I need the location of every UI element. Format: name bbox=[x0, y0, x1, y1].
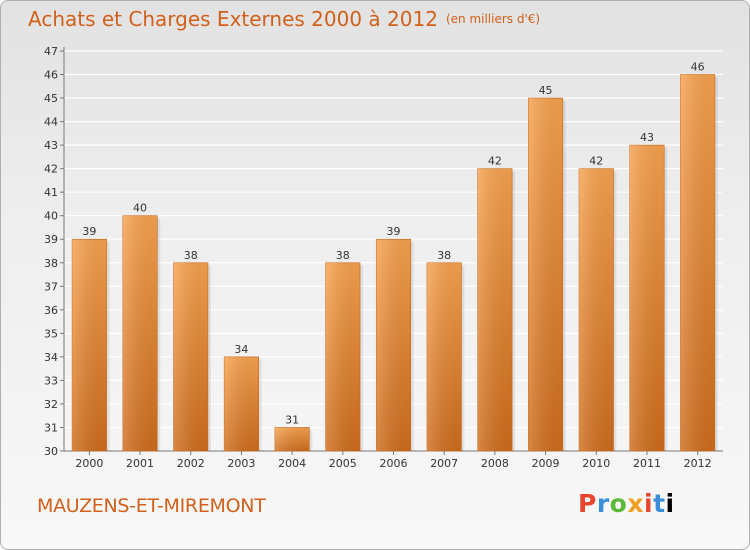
data-labels: 39 40 38 34 31 38 39 38 42 45 42 43 46 bbox=[82, 61, 704, 427]
y-tick-label: 34 bbox=[44, 351, 58, 364]
y-tick-label: 46 bbox=[44, 69, 58, 82]
bar-shine bbox=[376, 239, 411, 451]
chart-unit: (en milliers d'€) bbox=[445, 12, 541, 26]
y-tick-label: 35 bbox=[44, 327, 58, 340]
y-tick-label: 40 bbox=[44, 210, 58, 223]
y-tick-label: 44 bbox=[44, 116, 58, 129]
proxiti-logo[interactable]: Proxiti bbox=[578, 489, 675, 518]
bars bbox=[71, 74, 718, 452]
y-tick-label: 30 bbox=[44, 445, 58, 458]
x-tick-label: 2007 bbox=[430, 457, 458, 470]
data-label: 42 bbox=[589, 155, 603, 168]
data-label: 42 bbox=[488, 155, 502, 168]
data-label: 43 bbox=[640, 131, 654, 144]
data-label: 39 bbox=[387, 225, 401, 238]
y-tick-label: 38 bbox=[44, 257, 58, 270]
bar-shine bbox=[528, 98, 563, 451]
data-label: 38 bbox=[437, 249, 451, 262]
y-tick-label: 33 bbox=[44, 374, 58, 387]
logo-letter: i bbox=[644, 489, 654, 518]
x-tick-label: 2011 bbox=[633, 457, 661, 470]
x-tick-label: 2004 bbox=[278, 457, 306, 470]
data-label: 38 bbox=[184, 249, 198, 262]
y-tick-label: 43 bbox=[44, 139, 58, 152]
bar-shine bbox=[426, 262, 462, 451]
x-tick-label: 2001 bbox=[126, 457, 154, 470]
bar-shine bbox=[224, 356, 259, 451]
y-tick-label: 32 bbox=[44, 398, 58, 411]
bar-shine bbox=[680, 74, 715, 451]
logo-letter: P bbox=[578, 489, 597, 518]
data-label: 40 bbox=[133, 202, 147, 215]
bar-shine bbox=[173, 262, 208, 451]
data-label: 31 bbox=[285, 413, 299, 426]
bar-shine bbox=[579, 168, 614, 451]
y-tick-label: 36 bbox=[44, 304, 58, 317]
y-tick-label: 41 bbox=[44, 186, 58, 199]
x-tick-label: 2002 bbox=[177, 457, 205, 470]
logo-letter: i bbox=[665, 489, 675, 518]
bar-shine bbox=[325, 262, 361, 451]
data-label: 38 bbox=[336, 249, 350, 262]
logo-letter: r bbox=[596, 489, 610, 518]
logo-letter: x bbox=[627, 489, 644, 518]
data-label: 45 bbox=[539, 84, 553, 97]
bar-shine bbox=[274, 427, 310, 451]
x-tick-label: 2009 bbox=[532, 457, 560, 470]
x-tick-label: 2000 bbox=[75, 457, 103, 470]
data-label: 34 bbox=[234, 343, 248, 356]
y-tick-label: 47 bbox=[44, 45, 58, 58]
x-tick-label: 2003 bbox=[227, 457, 255, 470]
logo-letter: t bbox=[653, 489, 666, 518]
bar-shine bbox=[72, 239, 107, 451]
y-tick-label: 37 bbox=[44, 280, 58, 293]
x-tick-label: 2010 bbox=[582, 457, 610, 470]
y-tick-label: 45 bbox=[44, 92, 58, 105]
y-tick-label: 42 bbox=[44, 163, 58, 176]
x-tick-label: 2012 bbox=[684, 457, 712, 470]
chart-title: Achats et Charges Externes 2000 à 2012 (e… bbox=[28, 7, 540, 31]
y-tick-label: 31 bbox=[44, 421, 58, 434]
data-label: 39 bbox=[82, 225, 96, 238]
commune-name: MAUZENS-ET-MIREMONT bbox=[37, 495, 266, 517]
x-tick-label: 2008 bbox=[481, 457, 509, 470]
y-tick-label: 39 bbox=[44, 233, 58, 246]
bar-shine bbox=[122, 215, 158, 451]
x-tick-label: 2005 bbox=[329, 457, 357, 470]
x-tick-label: 2006 bbox=[380, 457, 408, 470]
logo-letter: o bbox=[609, 489, 628, 518]
bar-shine bbox=[629, 145, 665, 451]
data-label: 46 bbox=[691, 61, 705, 74]
bar-shine bbox=[477, 168, 513, 451]
chart-title-text: Achats et Charges Externes 2000 à 2012 bbox=[28, 7, 438, 31]
